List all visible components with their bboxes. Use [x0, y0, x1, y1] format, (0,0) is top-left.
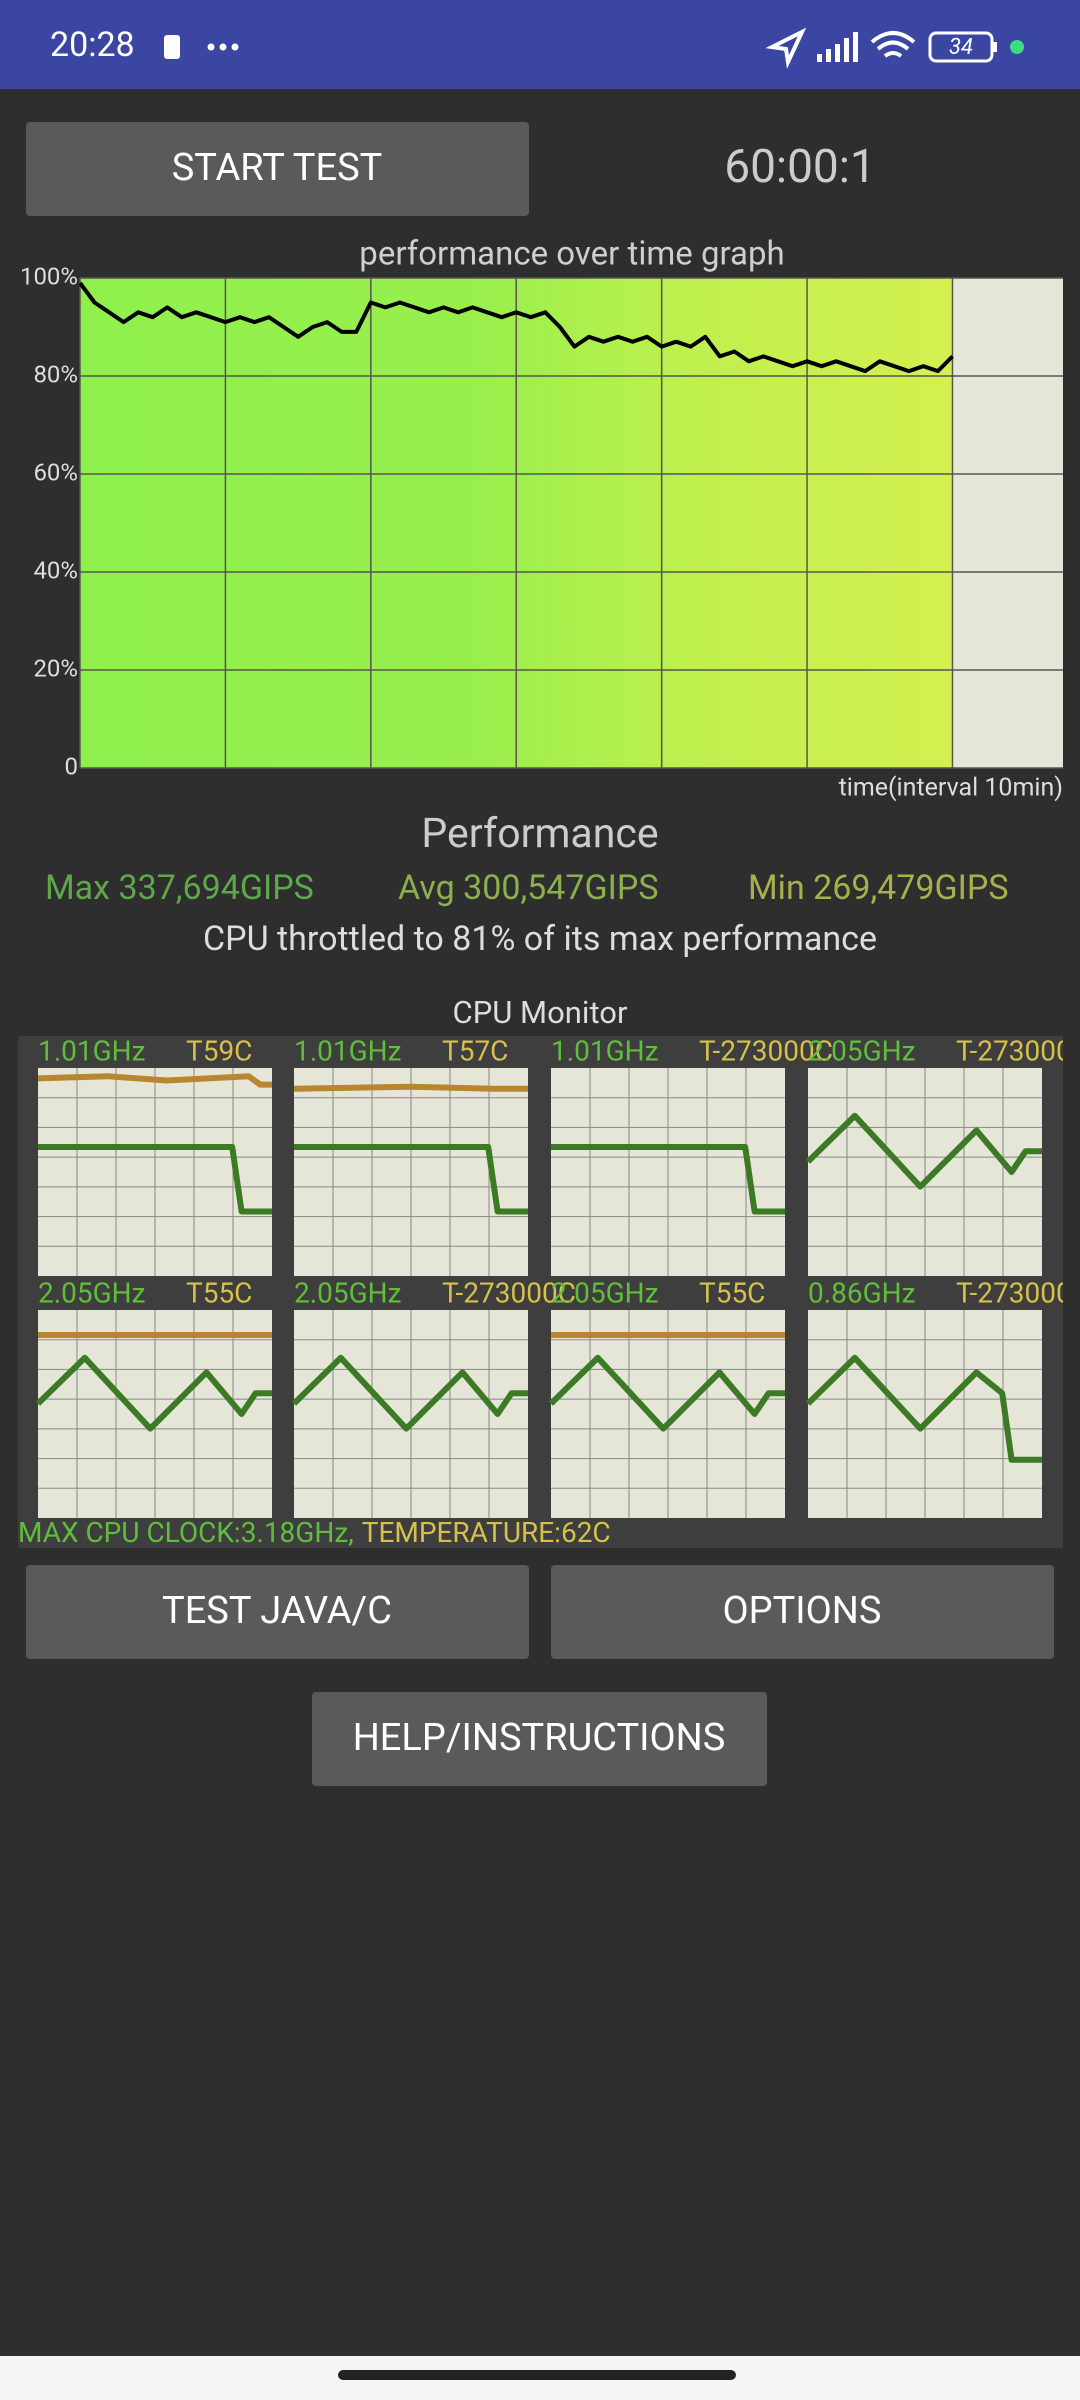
max-clock: MAX CPU CLOCK:3.18GHz,: [18, 1516, 354, 1549]
more-dot: [207, 43, 215, 51]
core-temperature: T59C: [186, 1034, 252, 1067]
battery-saver-icon: [164, 35, 180, 59]
avg-performance: Avg 300,547GIPS: [398, 868, 659, 908]
more-dot: [231, 43, 239, 51]
y-tick-label: 60%: [33, 458, 78, 486]
cpu-cores: 1.01GHz T59C 1.01GHz T57C 1.01GHz T-273000C2.…: [35, 1034, 1080, 1518]
cpu-summary: MAX CPU CLOCK:3.18GHz, TEMPERATURE:62C: [18, 1516, 611, 1549]
core-frequency-line: [294, 1144, 528, 1215]
button-bg[interactable]: [26, 122, 529, 216]
core-frequency: 2.05GHz: [808, 1034, 916, 1067]
core-temperature-line: [37, 1073, 272, 1088]
core-frequency: 2.05GHz: [294, 1276, 402, 1309]
cpu-core: 2.05GHz T-273000C: [291, 1276, 576, 1518]
core-frequency: 1.01GHz: [294, 1034, 402, 1067]
core-frequency: 2.05GHz: [551, 1276, 659, 1309]
max-performance: Max 337,694GIPS: [45, 868, 314, 908]
button-bg[interactable]: [312, 1692, 767, 1786]
core-frequency: 0.86GHz: [808, 1276, 916, 1309]
chart-title: performance over time graph: [359, 235, 784, 274]
start-test-button[interactable]: START TEST: [26, 122, 529, 216]
core-frequency-line: [548, 1354, 785, 1432]
core-temperature: T-273000C: [699, 1034, 833, 1067]
core-frequency-line: [38, 1144, 272, 1215]
core-frequency: 1.01GHz: [551, 1034, 659, 1067]
core-frequency-line: [551, 1144, 785, 1215]
cpu-core: 2.05GHz T-273000C: [805, 1034, 1080, 1276]
core-frequency-line: [805, 1354, 1042, 1463]
core-frequency-line: [35, 1354, 272, 1432]
core-frequency: 2.05GHz: [38, 1276, 146, 1309]
chart: 0 20% 40% 60% 80% 100%: [20, 262, 1063, 780]
cpu-core: 2.05GHz T55C: [35, 1276, 272, 1518]
cpu-core: 1.01GHz T59C: [37, 1034, 272, 1276]
core-temperature: T-273000C: [956, 1276, 1080, 1309]
y-tick-label: 0: [65, 752, 79, 780]
wifi-icon: [870, 31, 916, 58]
cpu-core: 0.86GHz T-273000C: [805, 1276, 1080, 1518]
y-tick-label: 20%: [33, 654, 78, 682]
core-temperature: T55C: [699, 1276, 765, 1309]
core-frequency-line: [805, 1112, 1042, 1190]
core-temperature: T55C: [186, 1276, 252, 1309]
core-frequency-line: [291, 1354, 528, 1432]
home-indicator[interactable]: [338, 2370, 736, 2380]
cpu-core: 2.05GHz T55C: [548, 1276, 785, 1518]
battery-icon: [928, 31, 994, 63]
x-axis-label: time(interval 10min): [839, 774, 1063, 803]
core-temperature-line: [293, 1083, 528, 1092]
cpu-monitor-title: CPU Monitor: [453, 994, 628, 1031]
button-label[interactable]: START TEST: [172, 146, 383, 190]
more-dot: [219, 43, 227, 51]
help-button[interactable]: HELP/INSTRUCTIONS: [312, 1692, 767, 1786]
y-tick-label: 100%: [20, 262, 78, 290]
battery-level: 34: [949, 35, 973, 60]
core-temperature: T-273000C: [956, 1034, 1080, 1067]
core-temperature: T-273000C: [442, 1276, 576, 1309]
throttle-summary: CPU throttled to 81% of its max performa…: [203, 919, 877, 959]
performance-line: [78, 281, 954, 374]
button-bg[interactable]: [26, 1565, 529, 1659]
test-java-c-button[interactable]: TEST JAVA/C: [26, 1565, 529, 1659]
cpu-core: 1.01GHz T57C: [293, 1034, 528, 1276]
button-label[interactable]: TEST JAVA/C: [162, 1589, 392, 1633]
options-button[interactable]: OPTIONS: [551, 1565, 1054, 1659]
signal-icon: [817, 32, 858, 62]
button-bg[interactable]: [551, 1565, 1054, 1659]
battery-tip: [993, 42, 997, 52]
status-bar-bg: [0, 0, 1080, 89]
button-label[interactable]: OPTIONS: [723, 1589, 882, 1633]
timer: 60:00:1: [724, 140, 876, 194]
location-icon: [765, 27, 807, 69]
clock: 20:28: [50, 25, 135, 65]
min-performance: Min 269,479GIPS: [748, 868, 1009, 908]
y-tick-label: 40%: [33, 556, 78, 584]
button-label[interactable]: HELP/INSTRUCTIONS: [353, 1716, 726, 1760]
cpu-core: 1.01GHz T-273000C: [551, 1034, 833, 1276]
status-bar: 20:28 34: [0, 0, 1080, 89]
core-frequency: 1.01GHz: [38, 1034, 146, 1067]
core-temperature: T57C: [442, 1034, 508, 1067]
y-tick-label: 80%: [33, 360, 78, 388]
performance-heading: Performance: [421, 810, 658, 858]
cpu-temperature: TEMPERATURE:62C: [362, 1516, 611, 1549]
privacy-dot: [1010, 40, 1024, 54]
